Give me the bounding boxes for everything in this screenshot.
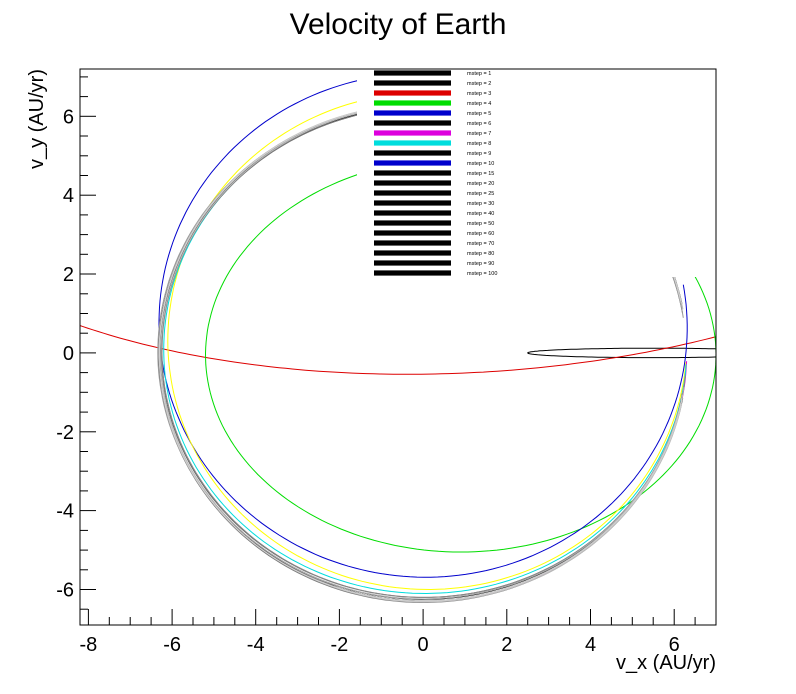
x-axis: -8 -6 -4 -2 0 2 4 6 — [80, 609, 717, 656]
x-tick-label: -2 — [331, 634, 349, 656]
legend-entry-label: mstep = 3 — [467, 91, 491, 97]
y-axis-label: v_y (AU/yr) — [26, 69, 48, 169]
legend-swatch — [374, 200, 451, 206]
legend-swatch — [374, 90, 451, 96]
legend-entry-label: mstep = 5 — [467, 111, 491, 117]
series-line-mstep-3 — [80, 325, 716, 375]
x-tick-label: -4 — [247, 634, 265, 656]
x-axis-label: v_x (AU/yr) — [616, 652, 716, 674]
legend-entry-label: mstep = 9 — [467, 151, 491, 157]
legend-swatch — [374, 130, 451, 136]
x-tick-label: 2 — [501, 634, 512, 656]
y-tick-label: 4 — [63, 185, 74, 207]
legend-entry-label: mstep = 1 — [467, 71, 491, 77]
x-tick-label: 0 — [418, 634, 429, 656]
legend-entry-label: mstep = 70 — [467, 241, 494, 247]
legend-swatch — [374, 250, 451, 256]
legend-swatch — [374, 70, 451, 76]
legend-swatch — [374, 150, 451, 156]
x-tick-label: 4 — [585, 634, 596, 656]
y-tick-label: -2 — [56, 422, 74, 444]
legend-swatch — [374, 100, 451, 106]
legend-entry-label: mstep = 90 — [467, 261, 494, 267]
legend-swatch — [374, 240, 451, 246]
legend-entry-label: mstep = 4 — [467, 101, 491, 107]
legend-items: mstep = 1 mstep = 2 mstep = 3 mstep = 4 mste… — [374, 70, 497, 277]
legend-entry-label: mstep = 15 — [467, 171, 494, 177]
y-tick-label: -4 — [56, 501, 74, 523]
x-tick-label: 6 — [669, 634, 680, 656]
legend-entry-label: mstep = 8 — [467, 141, 491, 147]
x-tick-label: -8 — [80, 634, 98, 656]
legend-entry-label: mstep = 100 — [467, 271, 497, 277]
legend: mstep = 1 mstep = 2 mstep = 3 mstep = 4 mste… — [357, 69, 715, 277]
legend-entry-label: mstep = 40 — [467, 211, 494, 217]
legend-swatch — [374, 170, 451, 176]
legend-swatch — [374, 270, 451, 276]
legend-entry-label: mstep = 7 — [467, 131, 491, 137]
legend-entry-label: mstep = 80 — [467, 251, 494, 257]
y-tick-label: 6 — [63, 106, 74, 128]
legend-swatch — [374, 230, 451, 236]
legend-swatch — [374, 120, 451, 126]
y-tick-label: 0 — [63, 343, 74, 365]
y-tick-label: -6 — [56, 580, 74, 602]
legend-swatch — [374, 180, 451, 186]
chart-title: Velocity of Earth — [290, 8, 507, 41]
legend-entry-label: mstep = 20 — [467, 181, 494, 187]
plot-frame — [79, 68, 717, 626]
legend-entry-label: mstep = 60 — [467, 231, 494, 237]
legend-entry-label: mstep = 2 — [467, 81, 491, 87]
legend-swatch — [374, 260, 451, 266]
legend-swatch — [374, 110, 451, 116]
legend-swatch — [374, 140, 451, 146]
legend-swatch — [374, 80, 451, 86]
legend-entry-label: mstep = 25 — [467, 191, 494, 197]
legend-entry-label: mstep = 10 — [467, 161, 494, 167]
series-line-mstep-1 — [527, 347, 716, 359]
y-tick-label: 2 — [63, 264, 74, 286]
legend-entry-label: mstep = 50 — [467, 221, 494, 227]
legend-swatch — [374, 220, 451, 226]
legend-swatch — [374, 190, 451, 196]
legend-swatch — [374, 160, 451, 166]
legend-entry-label: mstep = 6 — [467, 121, 491, 127]
y-axis: -6 -4 -2 0 2 4 6 — [56, 76, 96, 610]
legend-entry-label: mstep = 30 — [467, 201, 494, 207]
legend-swatch — [374, 210, 451, 216]
x-tick-label: -6 — [163, 634, 181, 656]
